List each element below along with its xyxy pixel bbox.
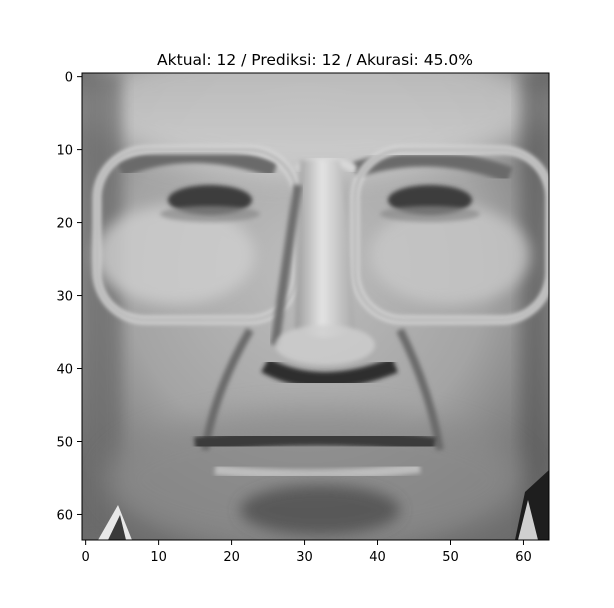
x-tick-label: 20 (223, 550, 240, 565)
y-tick-label: 20 (56, 217, 73, 232)
y-tick-label: 0 (65, 71, 73, 86)
y-axis-ticks: 0 10 20 30 40 50 60 (56, 71, 82, 523)
x-axis-ticks: 0 10 20 30 40 50 60 (82, 540, 532, 565)
x-tick-label: 40 (369, 550, 386, 565)
x-tick-label: 50 (442, 550, 459, 565)
x-tick-label: 30 (296, 550, 313, 565)
y-tick-label: 60 (56, 508, 73, 523)
x-tick-label: 0 (82, 550, 90, 565)
y-tick-label: 30 (56, 290, 73, 305)
face-image (82, 73, 549, 540)
y-tick-label: 10 (56, 144, 73, 159)
y-tick-label: 50 (56, 435, 73, 450)
x-tick-label: 60 (515, 550, 532, 565)
plot-title: Aktual: 12 / Prediksi: 12 / Akurasi: 45.… (157, 51, 473, 69)
x-tick-label: 10 (150, 550, 167, 565)
axes-frame (81, 72, 550, 541)
y-tick-label: 40 (56, 363, 73, 378)
